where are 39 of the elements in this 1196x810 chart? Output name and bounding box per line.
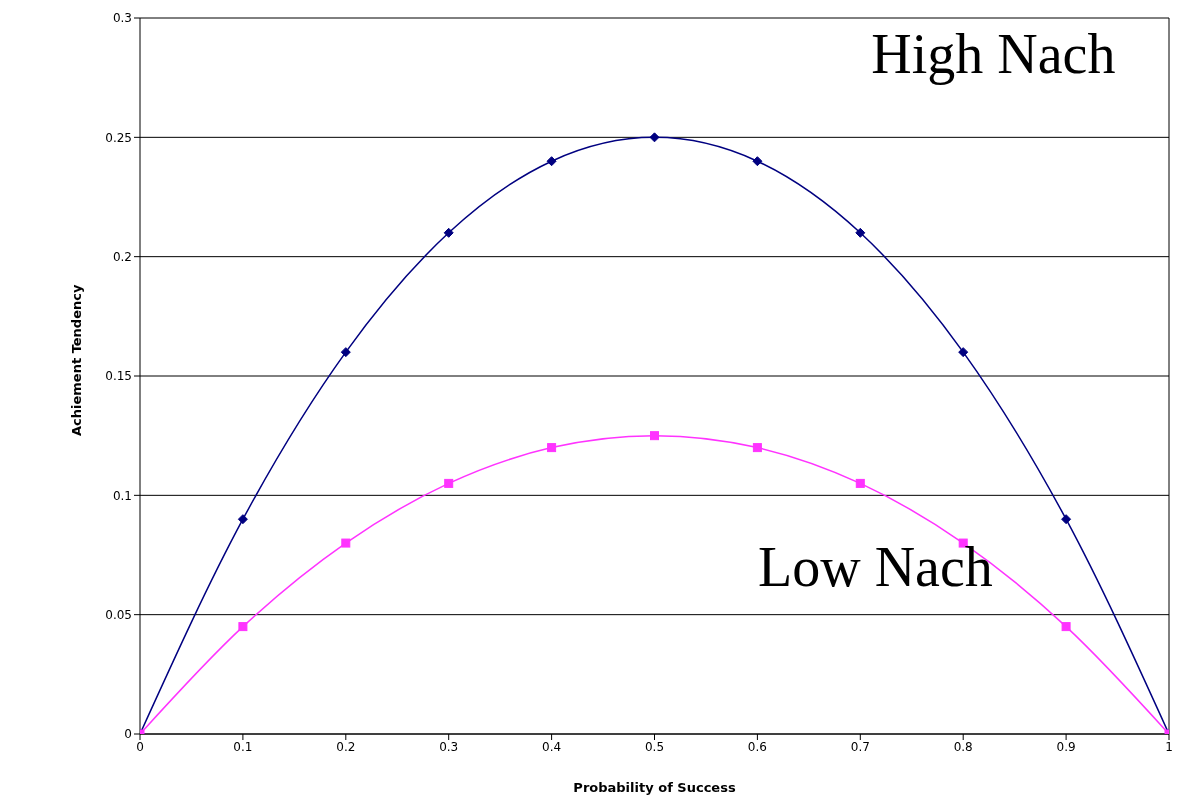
- y-tick-label: 0.2: [112, 249, 132, 264]
- x-tick-label: 0.2: [336, 739, 356, 754]
- y-tick-label: 0.15: [105, 369, 132, 384]
- point: [443, 227, 454, 238]
- x-tick-label: 0: [136, 739, 144, 754]
- point: [650, 431, 659, 441]
- x-tick-label: 0.9: [1056, 739, 1076, 754]
- point: [237, 514, 248, 525]
- y-tick-label: 0.25: [105, 130, 132, 145]
- point: [444, 478, 454, 488]
- point: [546, 156, 557, 167]
- point: [1061, 514, 1072, 525]
- text: High Nach: [871, 21, 1116, 86]
- y-axis-title: Achiement Tendency: [68, 284, 84, 436]
- point: [855, 478, 865, 488]
- point: [547, 443, 557, 453]
- x-tick-label: 0.7: [850, 739, 870, 754]
- series-label: Low Nach: [758, 534, 993, 599]
- x-tick-label: 0.8: [953, 739, 973, 754]
- y-tick-label: 0.3: [112, 11, 132, 26]
- x-axis-title: Probability of Success: [573, 780, 736, 795]
- point: [1061, 622, 1071, 632]
- point: [752, 156, 763, 167]
- point: [649, 132, 660, 143]
- point: [958, 347, 969, 358]
- point: [340, 347, 351, 358]
- point: [855, 227, 866, 238]
- point: [341, 538, 351, 548]
- y-tick-label: 0: [124, 727, 132, 742]
- point: [752, 443, 762, 453]
- y-tick-label: 0.05: [105, 607, 132, 622]
- x-tick-label: 0.1: [233, 739, 253, 754]
- x-tick-label: 0.5: [644, 739, 665, 754]
- point: [238, 622, 248, 632]
- y-tick-label: 0.1: [112, 488, 132, 503]
- x-tick-label: 0.6: [747, 739, 767, 754]
- x-tick-label: 0.3: [439, 739, 459, 754]
- x-tick-label: 1: [1165, 739, 1173, 754]
- x-tick-label: 0.4: [542, 739, 562, 754]
